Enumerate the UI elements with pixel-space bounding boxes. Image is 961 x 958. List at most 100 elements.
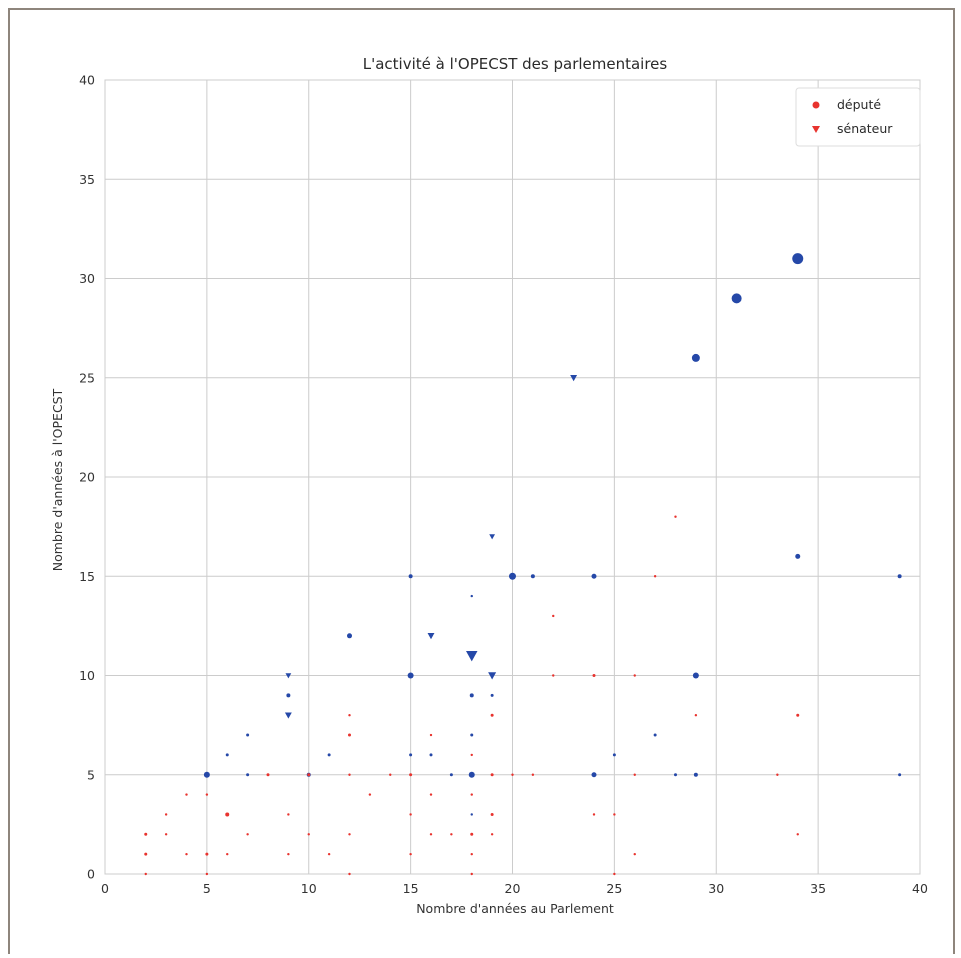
scatter-point [731,293,742,304]
plot-border [104,79,921,875]
scatter-point [674,515,677,518]
scatter-point [348,773,351,776]
scatter-point [144,872,147,876]
scatter-point [287,852,290,856]
scatter-point [694,714,698,717]
scatter-point [348,733,351,737]
scatter-point [552,614,555,618]
scatter-point [613,813,616,816]
scatter-triangle-point [488,672,497,680]
scatter-point [449,773,453,777]
scatter-point [468,771,475,778]
x-tick-label: 0 [101,881,109,896]
scatter-point [470,872,473,876]
scatter-point [509,572,516,580]
scatter-point [408,574,413,579]
scatter-point [653,733,657,737]
legend: député sénateur [795,87,921,147]
scatter-point [592,813,596,816]
scatter-point [792,253,804,265]
scatter-chart: 0 5 10 15 20 25 30 35 40 0 5 10 15 20 25 30 35 40 L'activ… [50,55,928,916]
scatter-point [776,773,779,776]
legend-marker-depute [812,101,820,109]
scatter-point [307,833,310,836]
scatter-point [185,793,188,796]
scatter-point [266,773,270,777]
scatter-point [246,833,249,836]
chart-title: L'activité à l'OPECST des parlementaires [363,55,668,73]
scatter-point [613,872,616,876]
scatter-point [205,872,209,876]
scatter-point [633,674,636,677]
scatter-point [286,693,291,698]
scatter-triangle-point [285,673,292,679]
scatter-point [633,773,636,776]
scatter-point [470,753,473,757]
scatter-point [205,793,209,796]
scatter-point [530,574,535,579]
scatter-point [348,872,351,876]
y-axis-label: Nombre d'années à l'OPECST [50,388,65,571]
scatter-point [225,812,230,817]
x-tick-label: 35 [810,881,826,896]
legend-box [795,87,921,147]
y-tick-label: 0 [87,867,95,882]
y-tick-label: 20 [79,470,95,485]
chart-frame: 0 5 10 15 20 25 30 35 40 0 5 10 15 20 25 30 35 40 L'activ… [8,8,955,954]
legend-label-senateur: sénateur [837,121,893,136]
scatter-point [796,713,800,717]
scatter-point [693,772,698,777]
scatter-point [511,773,514,776]
scatter-point [795,553,801,559]
scatter-point [633,852,636,856]
scatter-point [225,753,229,757]
scatter-point [144,832,148,836]
scatter-point [203,771,210,778]
y-tick-label: 15 [79,569,95,584]
scatter-point [409,852,412,856]
scatter-point [653,575,657,578]
scatter-point [490,833,494,836]
scatter-point [409,773,413,777]
x-tick-label: 40 [912,881,928,896]
x-tick-label: 30 [708,881,724,896]
x-tick-label: 25 [606,881,622,896]
y-tick-label: 35 [79,172,95,187]
scatter-point [389,773,392,776]
scatter-point [490,693,494,697]
scatter-point [347,633,352,639]
scatter-point [409,753,413,757]
scatter-point [552,674,555,677]
y-tick-label: 40 [79,73,95,88]
x-tick-label: 5 [203,881,211,896]
x-tick-label: 20 [505,881,521,896]
scatter-point [348,714,351,717]
scatter-point [470,594,473,598]
scatter-point [429,793,433,796]
scatter-point [692,672,699,679]
scatter-point [407,672,414,679]
y-tick-label: 25 [79,370,95,385]
scatter-triangle-point [284,712,292,719]
scatter-point [246,733,250,737]
y-tick-label: 30 [79,271,95,286]
x-axis-label: Nombre d'années au Parlement [416,901,614,916]
scatter-point [429,753,433,757]
scatter-point [287,813,290,816]
x-tick-label: 15 [403,881,419,896]
scatter-point [327,753,331,757]
scatter-point [368,793,372,796]
scatter-point [429,833,433,836]
scatter-triangle-point [489,534,495,540]
scatter-point [796,833,799,836]
tick-labels: 0 5 10 15 20 25 30 35 40 0 5 10 15 20 25 30 35 40 [79,73,928,897]
scatter-point [470,813,473,816]
y-tick-label: 5 [87,767,95,782]
scatter-triangle-point [466,651,478,662]
data-points [144,253,902,876]
scatter-point [591,772,597,778]
scatter-point [490,713,494,717]
scatter-point [409,813,412,816]
scatter-point [164,813,168,816]
scatter-point [450,833,453,836]
